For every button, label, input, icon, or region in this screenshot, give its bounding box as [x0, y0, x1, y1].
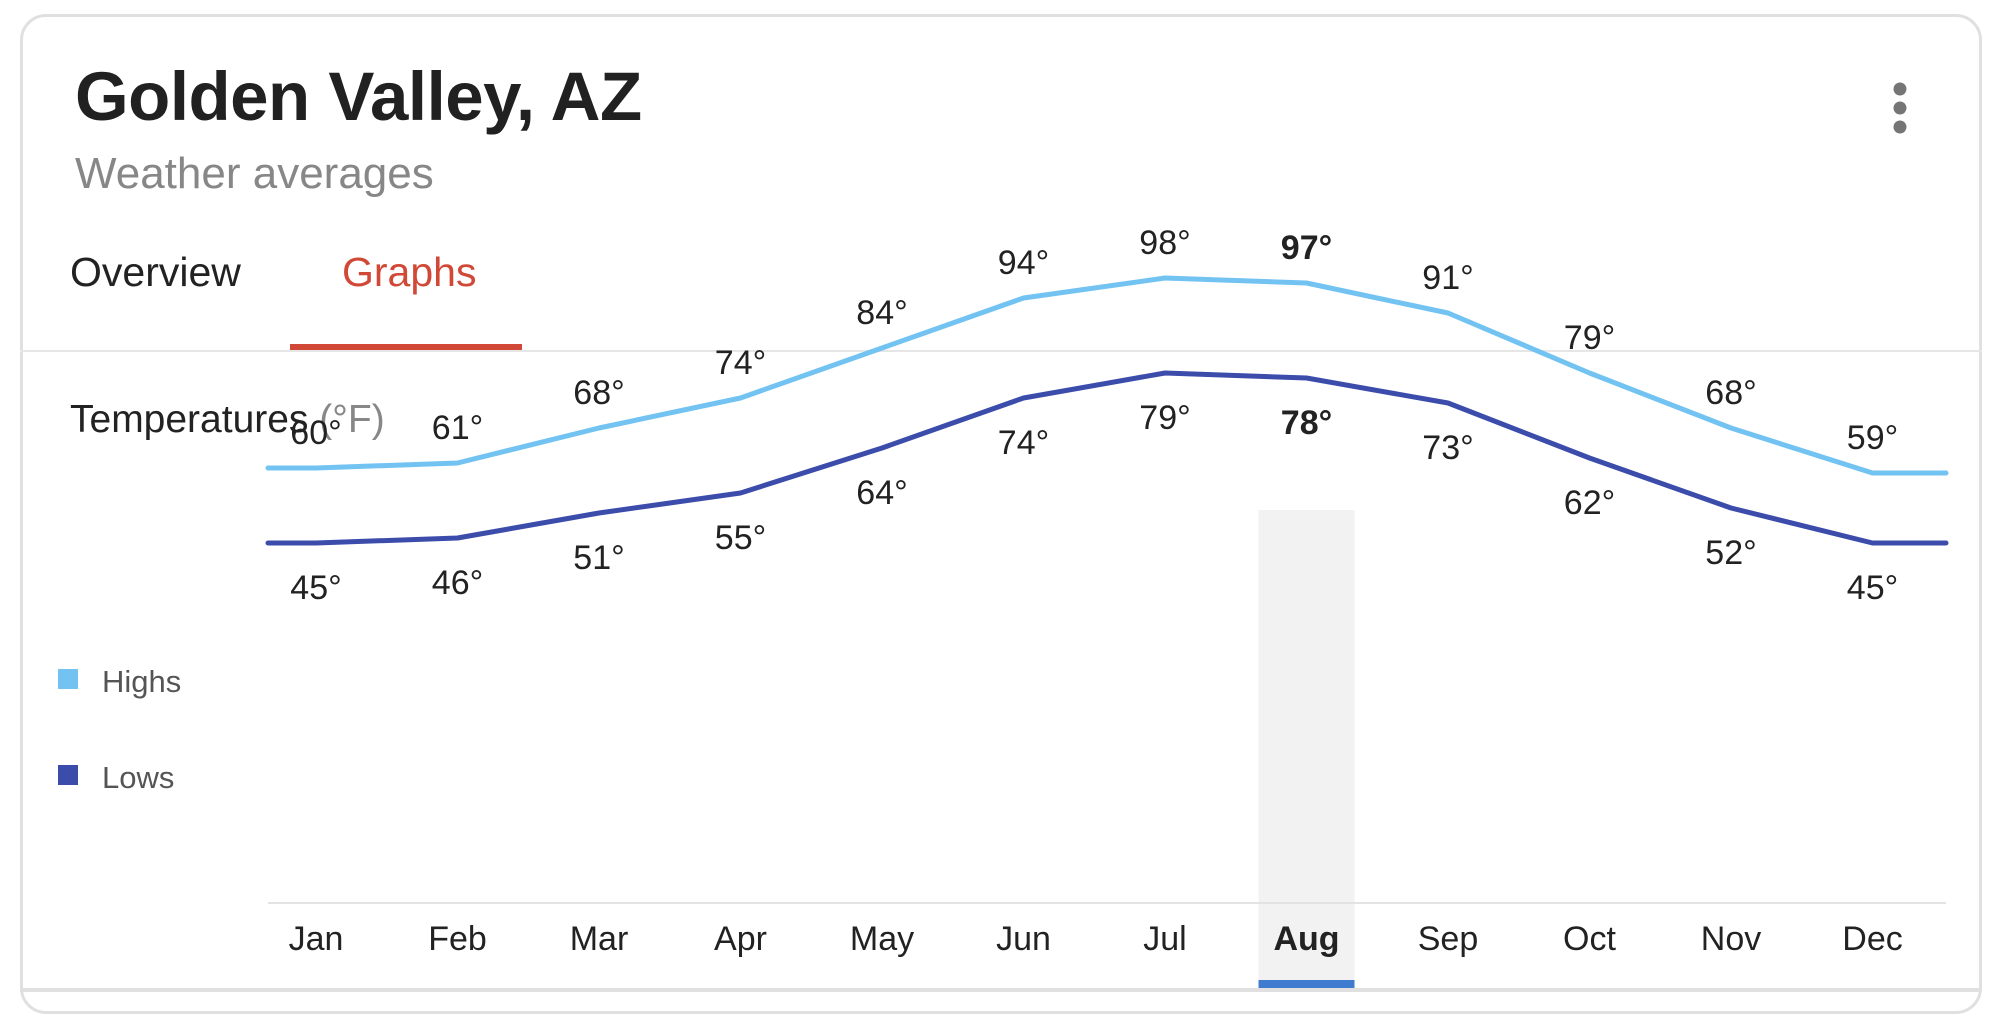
- chart-section-title: Temperatures (°F): [70, 400, 385, 439]
- x-tick-label-jan: Jan: [289, 920, 344, 958]
- more-options-button[interactable]: [1870, 78, 1930, 138]
- highs-label-dec: 59°: [1847, 419, 1898, 457]
- selected-month-indicator: [1258, 980, 1355, 988]
- lows-label-sep: 73°: [1422, 429, 1473, 467]
- x-tick-label-jul: Jul: [1143, 920, 1186, 958]
- selected-tab-indicator: [290, 344, 522, 350]
- lows-label-feb: 46°: [432, 564, 483, 602]
- x-tick-label-feb: Feb: [428, 920, 487, 958]
- x-tick-label-apr: Apr: [714, 920, 767, 958]
- x-tick-label-sep: Sep: [1418, 920, 1479, 958]
- tab-graphs[interactable]: Graphs: [342, 249, 477, 295]
- lows-label-may: 64°: [856, 474, 907, 512]
- location-title: Golden Valley, AZ: [75, 58, 642, 135]
- legend-label-highs: Highs: [102, 664, 181, 699]
- highs-label-jun: 94°: [998, 244, 1049, 282]
- page-subtitle: Weather averages: [75, 149, 434, 198]
- lows-label-mar: 51°: [573, 539, 624, 577]
- lows-label-jul: 79°: [1139, 399, 1190, 437]
- highs-label-feb: 61°: [432, 409, 483, 447]
- highs-label-mar: 68°: [573, 374, 624, 412]
- x-tick-label-jun: Jun: [996, 920, 1051, 958]
- tab-overview[interactable]: Overview: [70, 249, 241, 295]
- more-vert-icon: [1893, 82, 1907, 134]
- legend-swatch-lows: [58, 765, 78, 785]
- highs-label-nov: 68°: [1705, 374, 1756, 412]
- highs-label-jul: 98°: [1139, 224, 1190, 262]
- chart-section-title-text: Temperatures: [70, 398, 309, 441]
- weather-card: [20, 14, 1982, 1014]
- lows-label-aug: 78°: [1281, 404, 1332, 442]
- highs-series-line: [265, 275, 1949, 476]
- highs-label-aug: 97°: [1281, 229, 1332, 267]
- lows-label-oct: 62°: [1564, 484, 1615, 522]
- lows-label-jan: 45°: [290, 569, 341, 607]
- highs-label-may: 84°: [856, 294, 907, 332]
- lows-label-jun: 74°: [998, 424, 1049, 462]
- lows-label-dec: 45°: [1847, 569, 1898, 607]
- x-tick-label-aug: Aug: [1273, 920, 1339, 958]
- highs-label-apr: 74°: [715, 344, 766, 382]
- chart-unit-label: (°F): [319, 398, 385, 441]
- highs-label-oct: 79°: [1564, 319, 1615, 357]
- x-tick-label-may: May: [850, 920, 914, 958]
- x-tick-label-oct: Oct: [1563, 920, 1616, 958]
- legend-swatch-highs: [58, 669, 78, 689]
- legend-label-lows: Lows: [102, 760, 174, 795]
- card-bottom-rule: [20, 988, 1982, 992]
- lows-label-nov: 52°: [1705, 534, 1756, 572]
- x-tick-label-mar: Mar: [570, 920, 629, 958]
- lows-label-apr: 55°: [715, 519, 766, 557]
- highs-label-jan: 60°: [290, 414, 341, 452]
- lows-series-line: [265, 370, 1949, 546]
- highs-label-sep: 91°: [1422, 259, 1473, 297]
- x-tick-label-nov: Nov: [1701, 920, 1761, 958]
- tab-divider: [20, 350, 1982, 352]
- selected-month-band: [1258, 510, 1355, 987]
- x-tick-label-dec: Dec: [1842, 920, 1902, 958]
